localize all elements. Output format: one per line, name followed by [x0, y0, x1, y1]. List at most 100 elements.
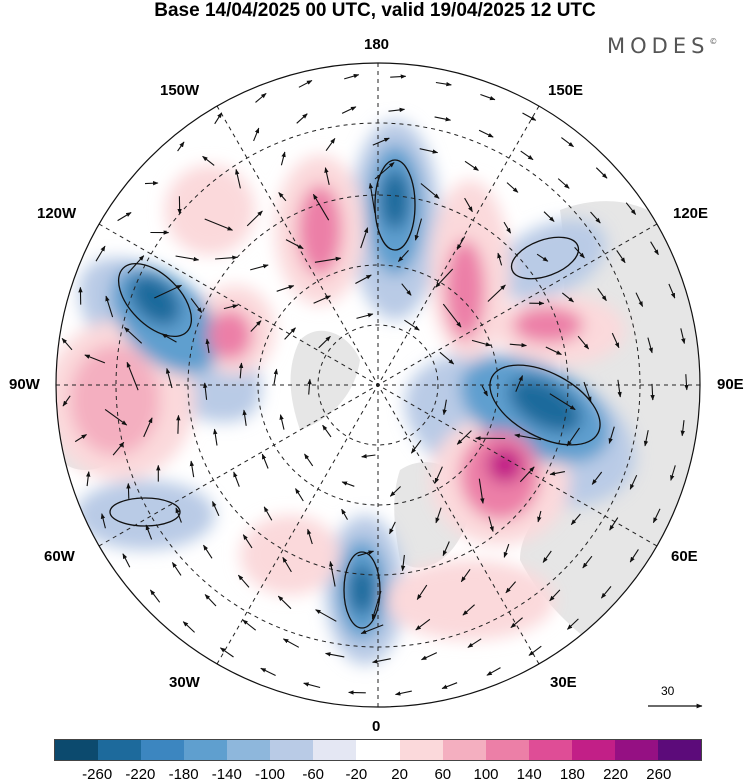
wind-arrow	[307, 378, 312, 395]
wind-arrow	[394, 690, 412, 696]
wind-arrow	[233, 471, 240, 487]
wind-arrow	[506, 182, 519, 193]
wind-arrow	[650, 241, 659, 256]
colorbar-tick-label: 20	[391, 766, 408, 783]
wind-arrow	[536, 253, 549, 262]
wind-arrow	[435, 268, 454, 288]
wind-arrow	[344, 73, 360, 80]
wind-arrow	[478, 129, 494, 138]
map-disk	[56, 63, 700, 707]
wind-arrow	[442, 541, 450, 557]
wind-arrow	[460, 568, 471, 583]
wind-arrow	[421, 652, 438, 661]
wind-arrow	[280, 151, 286, 166]
wind-arrow	[528, 645, 542, 656]
wind-arrow	[263, 506, 273, 521]
wind-arrow	[255, 92, 267, 103]
wind-arrow	[650, 383, 655, 401]
wind-arrow	[360, 227, 369, 249]
wind-arrow	[629, 549, 639, 563]
wind-arrow	[520, 150, 534, 161]
colorbar-tick-label: -100	[254, 766, 286, 783]
wind-arrow	[86, 471, 91, 487]
wind-arrow	[372, 137, 390, 146]
wind-arrow	[388, 107, 406, 113]
wind-arrow	[435, 81, 452, 87]
wind-arrow	[435, 507, 442, 524]
wind-arrow	[260, 667, 276, 676]
wind-arrow	[591, 471, 603, 485]
wind-arrow	[372, 658, 391, 664]
wind-arrow	[161, 333, 177, 343]
weak-pos-band	[165, 165, 255, 255]
wind-arrow	[279, 414, 285, 430]
wind-arrow	[105, 295, 114, 318]
wind-arrow	[416, 584, 428, 600]
weak-pos-band	[385, 560, 555, 640]
wind-arrow	[273, 368, 278, 385]
wind-arrow	[341, 508, 348, 520]
wind-arrow	[462, 604, 475, 616]
wind-arrow	[189, 460, 195, 478]
wind-arrow	[389, 521, 396, 535]
wind-arrow	[503, 221, 512, 234]
weak-neg-band	[75, 480, 215, 550]
lon-label-0: 0	[372, 718, 381, 735]
wind-arrow	[215, 255, 238, 260]
wind-arrow	[175, 507, 182, 523]
wind-arrow	[298, 80, 313, 88]
lon-label-180: 180	[364, 36, 390, 53]
wind-arrow	[389, 486, 401, 497]
wind-arrow	[203, 382, 208, 400]
wind-arrow	[420, 183, 440, 199]
wind-arrow	[303, 682, 321, 689]
lon-label-150w: 150W	[160, 82, 200, 99]
wind-arrow	[176, 414, 181, 434]
wind-arrow	[415, 618, 431, 631]
colorbar-tick-label: 60	[434, 766, 452, 783]
wind-arrow	[652, 508, 661, 524]
wind-arrow	[519, 466, 535, 483]
colorbar-swatch	[141, 740, 185, 760]
wind-arrow	[318, 336, 331, 349]
wind-arrow	[442, 399, 447, 416]
wind-arrow	[545, 346, 562, 355]
colorbar-tick-label: -220	[125, 766, 156, 783]
wind-arrow	[314, 256, 342, 263]
wind-reference-arrow	[648, 703, 703, 709]
wind-arrow	[285, 239, 304, 250]
wind-arrow	[537, 510, 542, 523]
weak-neg-band	[493, 219, 607, 301]
wind-arrow	[542, 550, 552, 563]
wind-arrow	[295, 488, 304, 502]
wind-arrow	[488, 516, 494, 533]
wind-arrow	[419, 148, 439, 154]
wind-arrow	[307, 528, 313, 545]
colorbar-swatch	[399, 740, 443, 760]
wind-arrow	[478, 478, 485, 504]
colorbar-tick-label: -60	[302, 766, 325, 783]
wind-arrow	[278, 192, 287, 202]
wind-arrow	[497, 252, 503, 266]
wind-arrow	[235, 168, 241, 189]
wind-arrow	[600, 586, 612, 599]
wind-arrow	[122, 553, 131, 568]
wind-arrow	[145, 524, 153, 540]
wind-arrow	[611, 332, 620, 349]
wind-arrow	[219, 647, 234, 658]
wind-arrow	[595, 167, 608, 179]
wind-arrow	[487, 284, 506, 302]
wind-arrow	[574, 247, 585, 259]
wind-arrow	[165, 367, 173, 389]
wind-arrow	[246, 210, 263, 227]
brand-logo: MODES©	[607, 34, 717, 58]
colorbar-swatch	[442, 740, 486, 760]
colorbar-tick-label: 100	[473, 766, 499, 783]
wind-arrow	[213, 428, 218, 446]
wind-arrow	[680, 420, 685, 437]
wind-arrow	[549, 589, 561, 602]
wind-arrow	[223, 304, 239, 310]
wind-arrow	[296, 113, 308, 124]
wind-arrow	[390, 74, 407, 79]
